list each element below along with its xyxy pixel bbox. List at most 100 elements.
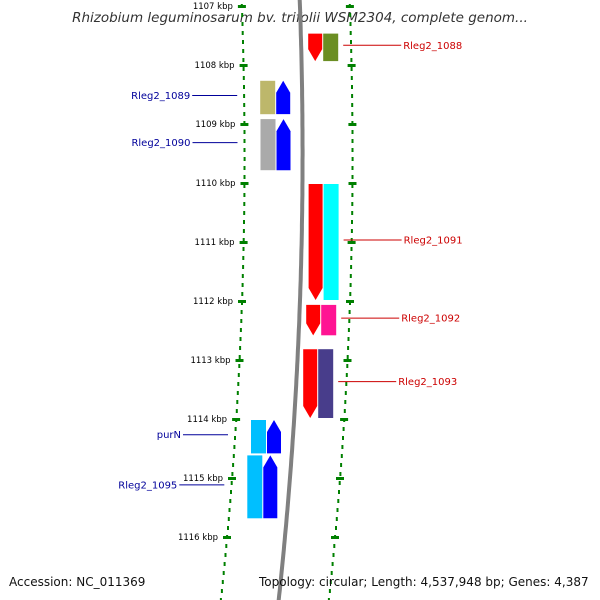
- right-track-dot: [339, 472, 342, 476]
- scale-tick-label: 1108 kbp: [195, 61, 235, 71]
- right-track-dot: [344, 391, 347, 395]
- gene-label[interactable]: purN: [157, 430, 181, 441]
- gene-label[interactable]: Rleg2_1095: [118, 480, 177, 491]
- right-track-dot: [331, 562, 334, 566]
- scale-tick-label: 1115 kbp: [183, 474, 223, 484]
- scale-tick-left: [238, 300, 246, 303]
- left-track-dot: [229, 499, 232, 503]
- right-track-dot: [351, 103, 354, 107]
- gene-label[interactable]: Rleg2_1091: [404, 236, 463, 247]
- scale-tick-right: [348, 182, 357, 185]
- right-track-dot: [338, 481, 341, 485]
- left-track-dot: [243, 220, 245, 224]
- right-track-dot: [330, 571, 333, 575]
- left-track-dot: [240, 319, 243, 323]
- gene-label[interactable]: Rleg2_1090: [131, 138, 190, 149]
- left-track-dot: [239, 346, 242, 350]
- right-track-dot: [328, 589, 331, 593]
- right-track-dot: [347, 346, 350, 350]
- left-track-dot: [241, 283, 244, 287]
- gene-rleg2-1090[interactable]: [260, 119, 291, 171]
- left-track-dot: [238, 364, 241, 368]
- scale-tick-left: [239, 64, 248, 67]
- gene-label[interactable]: Rleg2_1093: [398, 377, 457, 388]
- left-track-dot: [220, 589, 223, 593]
- right-track-dot: [351, 94, 354, 98]
- gene-purn[interactable]: [251, 420, 281, 454]
- left-track-dot: [230, 490, 232, 494]
- left-track-dot: [241, 31, 244, 35]
- right-track-dot: [349, 22, 352, 26]
- blast-hit-block: [323, 184, 339, 300]
- gene-arrow[interactable]: [267, 420, 281, 454]
- left-track-dot: [225, 544, 228, 548]
- right-track-dot: [349, 274, 352, 278]
- left-track-dot: [243, 94, 246, 98]
- right-track-dot: [336, 508, 339, 512]
- left-track-dot: [242, 256, 245, 260]
- gene-label[interactable]: Rleg2_1092: [401, 314, 460, 325]
- left-track-dot: [230, 481, 233, 485]
- left-track-dot: [231, 472, 234, 476]
- left-track-dot: [242, 76, 245, 80]
- gene-rleg2-1095[interactable]: [247, 455, 278, 519]
- blast-hit-block: [260, 119, 276, 171]
- left-track-dot: [242, 265, 245, 269]
- gene-rleg2-1091[interactable]: [308, 184, 339, 300]
- right-track-dot: [329, 580, 332, 584]
- right-track-dot: [350, 229, 353, 233]
- right-track-dot: [342, 436, 344, 440]
- right-track-dot: [351, 220, 353, 224]
- gene-arrow[interactable]: [263, 455, 278, 519]
- right-track-dot: [349, 13, 352, 17]
- right-track-dot: [349, 283, 352, 287]
- gene-arrow[interactable]: [308, 33, 323, 62]
- gene-arrow[interactable]: [276, 119, 291, 171]
- right-track-dot: [343, 409, 346, 413]
- gene-rleg2-1092[interactable]: [306, 304, 337, 336]
- left-track-dot: [232, 463, 235, 467]
- gene-arrow[interactable]: [303, 349, 318, 418]
- right-track-dot: [335, 517, 338, 521]
- right-track-dot: [349, 31, 352, 35]
- right-track-dot: [351, 148, 354, 152]
- blast-hit-block: [318, 349, 334, 418]
- scale-tick-right: [340, 418, 349, 421]
- left-track-dot: [223, 562, 226, 566]
- gene-label[interactable]: Rleg2_1089: [131, 91, 190, 102]
- gene-rleg2-1093[interactable]: [303, 349, 334, 418]
- genome-summary-text: Topology: circular; Length: 4,537,948 bp…: [259, 575, 589, 589]
- right-track-dot: [335, 526, 337, 530]
- left-track-dot: [237, 373, 240, 377]
- scale-tick-left: [235, 359, 244, 362]
- gene-rleg2-1089[interactable]: [260, 80, 291, 115]
- right-track-dot: [347, 328, 350, 332]
- left-track-dot: [243, 175, 246, 179]
- gene-label[interactable]: Rleg2_1088: [403, 41, 462, 52]
- right-track-dot: [351, 202, 354, 206]
- scale-tick-left: [232, 418, 241, 421]
- right-track-dot: [351, 175, 354, 179]
- scale-tick-right: [348, 123, 357, 126]
- scale-tick-left: [228, 477, 236, 480]
- right-track-dot: [349, 292, 352, 296]
- left-track-dot: [239, 328, 242, 332]
- right-track-dot: [327, 598, 330, 600]
- right-track-dot: [338, 490, 340, 494]
- left-track-dot: [228, 508, 231, 512]
- left-track-dot: [243, 211, 246, 215]
- gene-arrow[interactable]: [308, 184, 323, 300]
- blast-hit-block: [321, 304, 337, 336]
- gene-arrow[interactable]: [276, 80, 291, 115]
- right-track-dot: [342, 427, 345, 431]
- left-track-dot: [234, 427, 237, 431]
- right-track-dot: [350, 256, 353, 260]
- gene-rleg2-1088[interactable]: [308, 33, 339, 62]
- right-track-dot: [340, 454, 343, 458]
- right-track-dot: [351, 139, 354, 143]
- scale-tick-label: 1107 kbp: [193, 2, 233, 12]
- gene-arrow[interactable]: [306, 304, 321, 336]
- right-track-dot: [337, 499, 340, 503]
- left-track-dot: [227, 517, 230, 521]
